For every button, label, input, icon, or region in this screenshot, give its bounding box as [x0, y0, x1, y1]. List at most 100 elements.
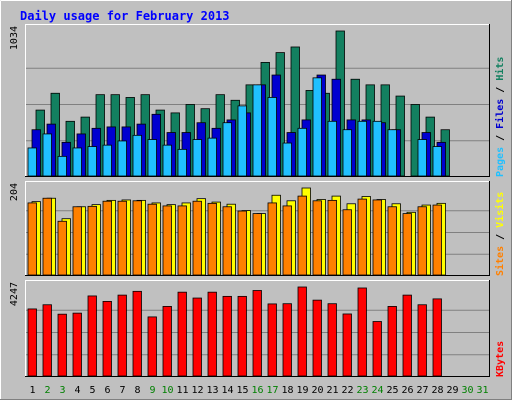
bar-sites-day-17	[267, 202, 277, 276]
bar-kbytes-day-14	[222, 295, 232, 377]
bar-sites-day-3	[57, 220, 67, 276]
bar-pages-day-15	[237, 105, 247, 177]
x-tick-day-16: 16	[251, 385, 263, 396]
x-tick-day-17: 17	[266, 385, 278, 396]
bar-pages-day-13	[207, 137, 217, 177]
legend-separator: /	[495, 129, 506, 147]
bar-kbytes-day-10	[162, 306, 172, 377]
bar-kbytes-day-5	[87, 295, 97, 377]
bar-pages-day-23	[357, 120, 367, 177]
bar-kbytes-day-28	[432, 298, 442, 377]
legend-item-files: Files	[494, 99, 506, 129]
x-tick-day-31: 31	[476, 385, 488, 396]
bar-sites-day-2	[42, 197, 52, 276]
x-tick-day-11: 11	[176, 385, 188, 396]
bar-kbytes-day-19	[297, 286, 307, 377]
panel-pages: 1034 Pages / Files / Hits	[9, 24, 506, 177]
legend-item-kbytes: KBytes	[495, 341, 506, 377]
bar-kbytes-day-24	[372, 321, 382, 377]
bar-pages-day-11	[177, 148, 187, 177]
bar-kbytes-day-23	[357, 287, 367, 377]
bar-pages-day-14	[222, 122, 232, 177]
bar-kbytes-day-25	[387, 306, 397, 377]
x-tick-day-20: 20	[311, 385, 323, 396]
bar-kbytes-day-13	[207, 291, 217, 377]
bar-kbytes-day-26	[402, 294, 412, 377]
bar-sites-day-18	[282, 205, 292, 276]
x-tick-day-2: 2	[44, 385, 50, 396]
x-axis-day-labels: 1 2 3 4 5 6 7 8 9 10 11 12 13 14 15 16 17 18 19 20 21 22 23 24 2…	[29, 385, 488, 396]
bar-sites-day-26	[402, 213, 412, 276]
bar-sites-day-21	[327, 199, 337, 276]
bar-pages-day-10	[162, 144, 172, 177]
legend-separator: /	[495, 228, 506, 246]
bar-sites-day-15	[237, 210, 247, 276]
bar-kbytes-day-21	[327, 303, 337, 377]
bar-pages-day-6	[102, 144, 112, 177]
x-tick-day-8: 8	[134, 385, 140, 396]
bar-kbytes-day-12	[192, 297, 202, 377]
bar-sites-day-19	[297, 195, 307, 276]
bar-pages-day-17	[267, 97, 277, 177]
legend-item-sites: Sites	[494, 246, 506, 276]
bar-pages-day-4	[72, 147, 82, 177]
bar-kbytes-day-17	[267, 303, 277, 377]
y-max-label-kbytes: 4247	[9, 282, 20, 306]
chart-title: Daily usage for February 2013	[20, 9, 230, 23]
x-tick-day-27: 27	[416, 385, 428, 396]
bar-sites-day-14	[222, 206, 232, 276]
bar-pages-day-25	[387, 129, 397, 177]
bar-sites-day-13	[207, 202, 217, 276]
x-tick-day-18: 18	[281, 385, 293, 396]
bar-sites-day-7	[117, 200, 127, 276]
bar-sites-day-11	[177, 205, 187, 276]
x-tick-day-4: 4	[74, 385, 80, 396]
y-max-label-visits: 204	[9, 183, 20, 201]
bar-kbytes-day-8	[132, 290, 142, 377]
bar-kbytes-day-16	[252, 290, 262, 377]
bar-pages-day-21	[327, 120, 337, 177]
x-tick-day-10: 10	[161, 385, 173, 396]
panel-kbytes: 4247 KBytes	[9, 280, 506, 377]
x-tick-day-29: 29	[446, 385, 458, 396]
bar-pages-day-5	[87, 146, 97, 177]
legend-kbytes: KBytes	[495, 341, 506, 377]
bar-kbytes-day-4	[72, 312, 82, 377]
bar-kbytes-day-6	[102, 300, 112, 377]
x-tick-day-3: 3	[59, 385, 65, 396]
bar-sites-day-8	[132, 200, 142, 276]
x-tick-day-15: 15	[236, 385, 248, 396]
bar-sites-day-9	[147, 203, 157, 276]
x-tick-day-24: 24	[371, 385, 383, 396]
bar-kbytes-day-27	[417, 304, 427, 377]
bar-pages-day-8	[132, 134, 142, 177]
x-tick-day-23: 23	[356, 385, 368, 396]
bar-sites-day-25	[387, 206, 397, 276]
x-tick-day-12: 12	[191, 385, 203, 396]
bar-kbytes-day-20	[312, 299, 322, 377]
legend-item-hits: Hits	[494, 57, 506, 81]
x-tick-day-30: 30	[461, 385, 473, 396]
legend-visits: Sites / Visits	[494, 192, 506, 276]
bar-sites-day-6	[102, 200, 112, 276]
bar-pages-day-18	[282, 142, 292, 177]
x-tick-day-5: 5	[89, 385, 95, 396]
bar-kbytes-day-2	[42, 304, 52, 377]
bar-pages-day-24	[372, 120, 382, 177]
x-tick-day-7: 7	[119, 385, 125, 396]
bar-kbytes-day-15	[237, 295, 247, 377]
bar-kbytes-day-9	[147, 316, 157, 377]
x-tick-day-9: 9	[149, 385, 155, 396]
bar-sites-day-20	[312, 200, 322, 276]
bar-sites-day-23	[357, 198, 367, 276]
panel-visits: 204 Sites / Visits	[9, 181, 506, 276]
bar-kbytes-day-18	[282, 303, 292, 377]
bar-pages-day-20	[312, 77, 322, 177]
bar-sites-day-22	[342, 209, 352, 276]
bar-sites-day-4	[72, 206, 82, 276]
bar-sites-day-28	[432, 204, 442, 276]
bar-sites-day-1	[27, 202, 37, 276]
bar-pages-day-19	[297, 127, 307, 177]
